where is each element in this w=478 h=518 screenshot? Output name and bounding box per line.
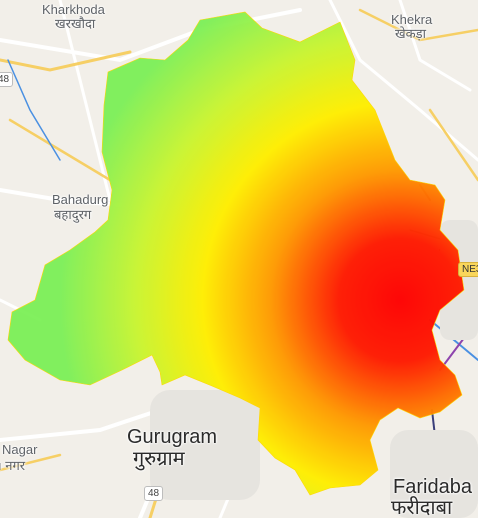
- label-khekra: Khekra: [391, 12, 433, 27]
- label-faridabad-hindi: फरीदाबा: [391, 497, 453, 518]
- label-bahadurgarh-hindi: बहादुरग: [54, 207, 92, 222]
- highway-shield-48-bottom: 48: [144, 486, 164, 501]
- label-kharkhoda-hindi: खरखौदा: [55, 16, 96, 31]
- label-khekra-hindi: खेकड़ा: [395, 26, 426, 41]
- highway-shield-ne3: NE3: [458, 262, 478, 277]
- label-nagar: Nagar: [2, 442, 38, 457]
- label-nagar-hindi: ı नगर: [0, 458, 26, 473]
- label-gurugram: Gurugram: [127, 426, 218, 448]
- label-gurugram-hindi: गुरुग्राम: [133, 448, 185, 470]
- major-roads: [0, 8, 478, 518]
- label-kharkhoda: Kharkhoda: [42, 2, 105, 17]
- label-bahadurgarh: Bahadurg: [52, 192, 109, 207]
- label-faridabad: Faridaba: [393, 476, 472, 498]
- heatmap-region: [7, 11, 465, 496]
- highway-shield-48-left: 48: [0, 72, 14, 87]
